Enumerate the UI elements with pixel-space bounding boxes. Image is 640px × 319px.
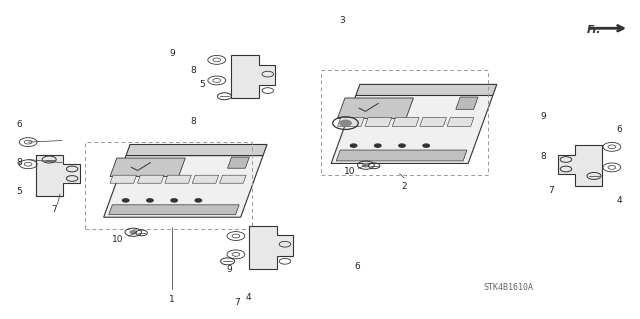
Polygon shape bbox=[227, 157, 250, 168]
Text: 6: 6 bbox=[16, 120, 22, 129]
Polygon shape bbox=[138, 175, 164, 183]
Polygon shape bbox=[365, 117, 392, 126]
Text: 2: 2 bbox=[401, 182, 407, 191]
Circle shape bbox=[350, 144, 356, 147]
Text: 5: 5 bbox=[200, 80, 205, 89]
Circle shape bbox=[130, 231, 136, 234]
Polygon shape bbox=[356, 85, 497, 95]
Text: 8: 8 bbox=[190, 66, 196, 76]
Polygon shape bbox=[331, 95, 493, 163]
Circle shape bbox=[399, 144, 405, 147]
Polygon shape bbox=[110, 175, 136, 183]
Text: 8: 8 bbox=[190, 117, 196, 126]
Text: 6: 6 bbox=[354, 262, 360, 271]
Circle shape bbox=[340, 120, 351, 126]
Polygon shape bbox=[165, 175, 191, 183]
Text: 8: 8 bbox=[16, 158, 22, 167]
Polygon shape bbox=[248, 226, 293, 269]
Polygon shape bbox=[231, 55, 275, 98]
Polygon shape bbox=[36, 155, 80, 196]
Polygon shape bbox=[392, 117, 419, 126]
Polygon shape bbox=[126, 145, 267, 156]
Text: STK4B1610A: STK4B1610A bbox=[483, 283, 533, 292]
Circle shape bbox=[363, 164, 369, 167]
Text: 9: 9 bbox=[227, 265, 232, 274]
Polygon shape bbox=[104, 156, 263, 217]
Polygon shape bbox=[337, 117, 364, 126]
Polygon shape bbox=[420, 117, 447, 126]
Polygon shape bbox=[220, 175, 246, 183]
Circle shape bbox=[171, 199, 177, 202]
Circle shape bbox=[374, 144, 381, 147]
Text: 9: 9 bbox=[540, 112, 546, 121]
Circle shape bbox=[122, 199, 129, 202]
Text: 4: 4 bbox=[246, 293, 252, 302]
Text: Fr.: Fr. bbox=[586, 25, 601, 35]
Text: 6: 6 bbox=[616, 125, 622, 134]
Text: 7: 7 bbox=[52, 205, 58, 214]
Polygon shape bbox=[558, 145, 602, 186]
Text: 4: 4 bbox=[616, 196, 622, 205]
Polygon shape bbox=[447, 117, 474, 126]
Polygon shape bbox=[109, 205, 239, 215]
Text: 10: 10 bbox=[112, 235, 124, 244]
Circle shape bbox=[147, 199, 153, 202]
Text: 10: 10 bbox=[344, 167, 355, 176]
Text: 7: 7 bbox=[234, 298, 240, 307]
Polygon shape bbox=[192, 175, 219, 183]
Text: 8: 8 bbox=[540, 152, 546, 161]
Text: 1: 1 bbox=[170, 295, 175, 304]
Polygon shape bbox=[336, 150, 467, 161]
Text: 7: 7 bbox=[548, 186, 554, 195]
Text: 3: 3 bbox=[339, 16, 345, 25]
Circle shape bbox=[195, 199, 202, 202]
Text: 5: 5 bbox=[16, 187, 22, 196]
Text: 9: 9 bbox=[169, 49, 175, 58]
Circle shape bbox=[423, 144, 429, 147]
Polygon shape bbox=[110, 158, 185, 177]
Polygon shape bbox=[456, 97, 478, 109]
Polygon shape bbox=[337, 98, 413, 118]
